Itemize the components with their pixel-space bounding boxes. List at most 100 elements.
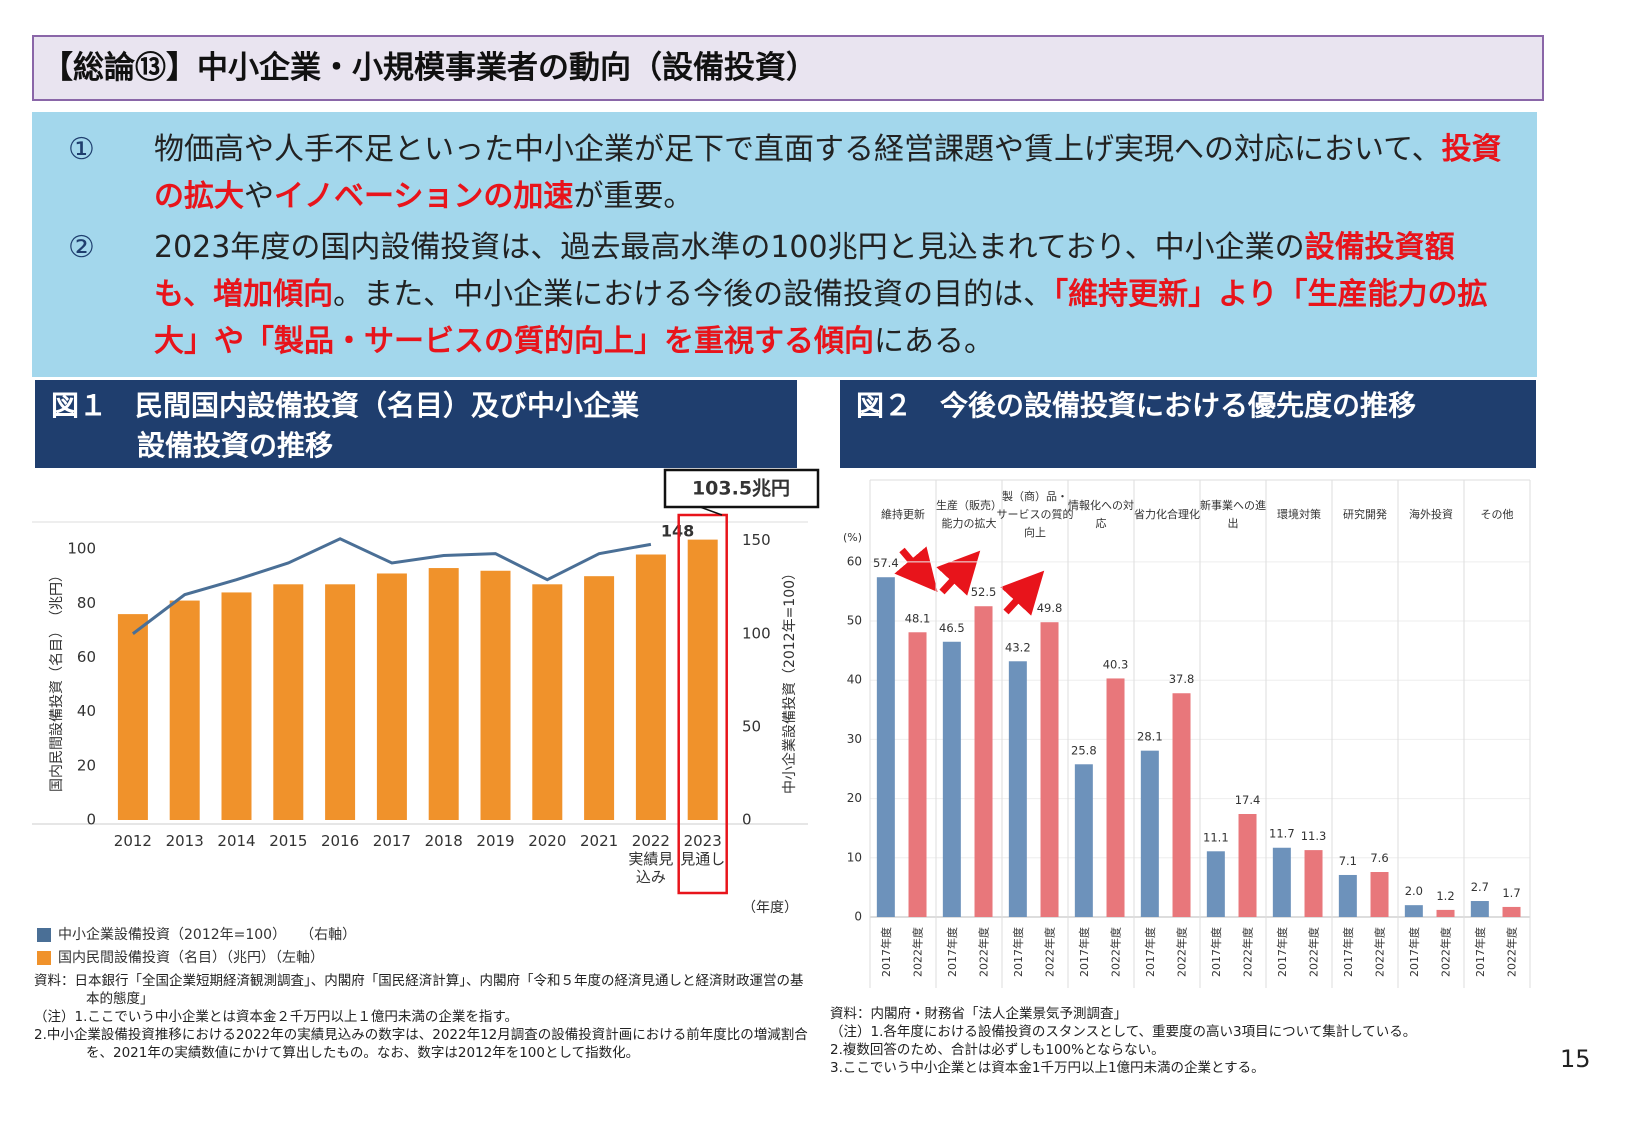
data-label: 49.8 — [1037, 601, 1063, 615]
y-tick-label: 50 — [847, 614, 862, 628]
line — [131, 537, 652, 635]
data-label: 17.4 — [1235, 793, 1261, 807]
data-label: 40.3 — [1103, 657, 1129, 671]
bar — [376, 573, 407, 820]
bar — [1008, 661, 1027, 917]
category-label: 製（商）品・サービスの質的向上 — [997, 489, 1074, 539]
summary-item: ② 2023年度の国内設備投資は、過去最高水準の100兆円と見込まれており、中小企… — [68, 224, 1508, 365]
series-label: 2017年度 — [1341, 927, 1355, 977]
data-label: 37.8 — [1169, 672, 1195, 686]
bar — [273, 584, 304, 820]
item-text: 物価高や人手不足といった中小企業が足下で直面する経営課題や賃上げ実現への対応にお… — [154, 126, 1508, 220]
data-label: 1.2 — [1436, 889, 1454, 903]
x-tick-label: 2018 — [425, 832, 463, 850]
x-tick-label: 2012 — [114, 832, 152, 850]
bar — [876, 577, 895, 917]
text: にある。 — [874, 324, 994, 359]
bar — [532, 584, 563, 820]
bar — [169, 600, 200, 820]
bar — [1272, 847, 1291, 917]
bar — [1074, 764, 1093, 917]
figure-title: 図２ 今後の設備投資における優先度の推移 — [840, 380, 1536, 468]
bar — [1140, 750, 1159, 917]
source-note: 資料：日本銀行「全国企業短期経済観測調査」、内閣府「国民経済計算」、内閣府「令和… — [34, 973, 804, 1007]
annotation-leader — [699, 506, 723, 516]
page-number: 15 — [1560, 1045, 1591, 1073]
legend-label: 中小企業設備投資（2012年=100） （右軸） — [58, 926, 356, 943]
data-label: 25.8 — [1071, 743, 1097, 757]
category-label: 海外投資 — [1409, 507, 1453, 521]
source-note: 資料：内閣府・財務省「法人企業景気予測調査」 — [830, 1006, 1127, 1022]
category-label: 情報化への対応 — [1068, 498, 1134, 530]
category-label: 省力化合理化 — [1134, 507, 1200, 521]
data-label: 7.6 — [1370, 851, 1388, 865]
bar — [908, 632, 927, 917]
note: 2.複数回答のため、合計は必ずしも100%とならない。 — [830, 1042, 1165, 1058]
x-tick-label: 2020 — [528, 832, 566, 850]
note: 2.中小企業設備投資推移における2022年の実績見込みの数字は、2022年12月… — [34, 1027, 808, 1061]
bar — [1404, 905, 1423, 917]
annotation: 103.5兆円 — [692, 478, 790, 500]
data-label: 46.5 — [939, 621, 965, 635]
series-label: 2017年度 — [1143, 927, 1157, 977]
x-tick-label: 2013 — [166, 832, 204, 850]
y-axis-title: 国内民間設備投資（名目） （兆円） — [49, 568, 65, 792]
bar — [974, 606, 993, 917]
highlight-text: 投資の拡大 — [154, 132, 1502, 214]
bar — [325, 584, 356, 820]
bar — [1040, 622, 1059, 917]
y-tick-label: 100 — [67, 540, 96, 558]
note: 3.ここでいう中小企業とは資本金1千万円以上1億円未満の企業とする。 — [830, 1060, 1265, 1076]
series-label: 2022年度 — [1373, 927, 1387, 977]
summary-box: ① 物価高や人手不足といった中小企業が足下で直面する経営課題や賃上げ実現への対応に… — [32, 112, 1537, 377]
y-tick-label: 0 — [854, 910, 862, 924]
text: 2023年度の国内設備投資は、過去最高水準の100兆円と見込まれており、中小企業… — [154, 230, 1305, 265]
emphasis-arrows — [894, 546, 1045, 616]
bar — [1338, 874, 1357, 917]
x-tick-label: 2016 — [321, 832, 359, 850]
text: が重要。 — [573, 179, 694, 214]
data-label: 28.1 — [1137, 730, 1163, 744]
y2-axis-title: 中小企業設備投資（2012年=100） — [781, 566, 798, 794]
series-label: 2022年度 — [1175, 927, 1189, 977]
y-tick-label: 80 — [77, 594, 96, 612]
note: （注）1.各年度における設備投資のスタンスとして、重要度の高い3項目について集計… — [830, 1024, 1417, 1040]
bar — [1206, 851, 1225, 917]
bar — [1106, 678, 1125, 917]
category-label: 新事業への進出 — [1200, 498, 1266, 530]
data-label: 11.3 — [1301, 829, 1327, 843]
bar — [635, 554, 666, 820]
annotation-box — [663, 468, 820, 509]
y-tick-label: 40 — [77, 702, 96, 720]
y-tick-label: 60 — [847, 554, 862, 568]
bar — [428, 568, 459, 820]
summary-item: ① 物価高や人手不足といった中小企業が足下で直面する経営課題や賃上げ実現への対応に… — [68, 126, 1508, 220]
x-tick-label: 2015 — [269, 832, 307, 850]
y-tick-label: 30 — [847, 732, 862, 746]
data-label: 48.1 — [905, 611, 931, 625]
series-label: 2022年度 — [1109, 927, 1123, 977]
page-title: 【総論⑬】中小企業・小規模事業者の動向（設備投資） — [32, 35, 1544, 101]
legend-swatch — [37, 928, 51, 942]
series-label: 2017年度 — [879, 927, 893, 977]
legend-swatch — [37, 951, 51, 965]
x-tick-label: 2017 — [373, 832, 411, 850]
y2-tick-label: 0 — [742, 811, 752, 829]
x-tick-label: 2021 — [580, 832, 618, 850]
series-label: 2022年度 — [1439, 927, 1453, 977]
bar — [1304, 850, 1323, 917]
text: や — [244, 179, 274, 214]
x-axis-title: （年度） — [742, 900, 798, 916]
y-unit: (%) — [843, 531, 862, 544]
series-label: 2017年度 — [945, 927, 959, 977]
x-tick-label: 2023 見通し — [680, 832, 725, 868]
highlight-text: 「維持更新」より「生産能力の拡大」や「製品・サービスの質的向上」を重視する傾向 — [154, 277, 1488, 359]
note: （注）1.ここでいう中小企業とは資本金２千万円以上１億円未満の企業を指す。 — [34, 1009, 519, 1025]
bar — [687, 539, 718, 820]
series-label: 2022年度 — [1241, 927, 1255, 977]
category-label: 研究開発 — [1343, 507, 1387, 521]
series-label: 2017年度 — [1011, 927, 1025, 977]
text: 。また、中小企業における今後の設備投資の目的は、 — [333, 277, 1054, 312]
